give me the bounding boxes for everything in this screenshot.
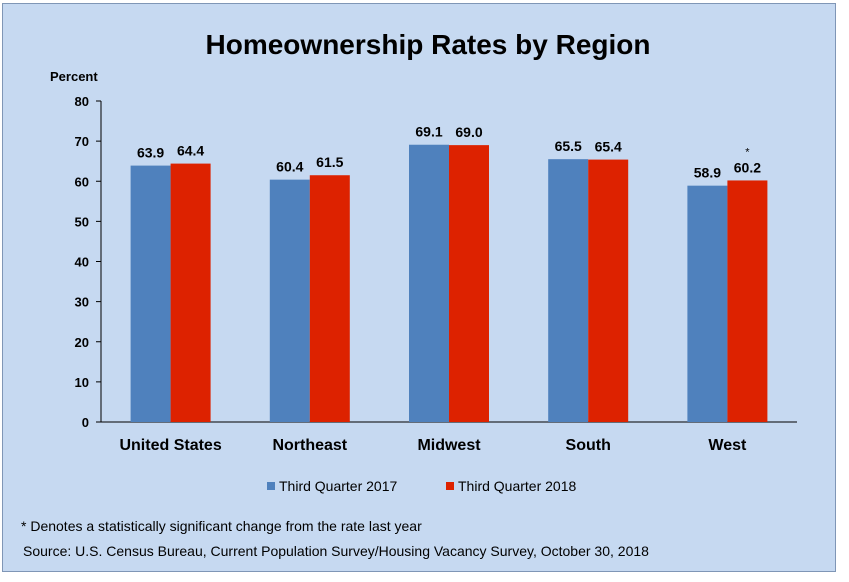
category-label: South — [566, 437, 611, 454]
bar — [269, 179, 310, 422]
y-tick-label: 80 — [75, 94, 89, 109]
bar — [687, 185, 728, 422]
data-label: 69.1 — [415, 124, 442, 140]
category-label: West — [708, 437, 747, 454]
bar-chart: Homeownership Rates by Region Percent 0 1… — [21, 29, 797, 559]
data-label: 60.2 — [734, 159, 761, 175]
data-label: 61.5 — [316, 154, 343, 170]
y-tick-label: 20 — [75, 335, 89, 350]
significance-marker: * — [745, 146, 750, 158]
y-axis-label: Percent — [50, 69, 98, 84]
category-label: Midwest — [417, 437, 481, 454]
legend-swatch — [446, 482, 454, 490]
data-label: 63.9 — [137, 145, 164, 161]
significance-note: * Denotes a statistically significant ch… — [21, 518, 422, 534]
data-label: 65.4 — [595, 139, 622, 155]
data-label: 69.0 — [455, 124, 482, 140]
bar — [588, 159, 629, 422]
chart-frame: Homeownership Rates by Region Percent 0 1… — [2, 3, 836, 572]
y-tick-label: 70 — [75, 134, 89, 149]
data-label: 65.5 — [555, 138, 582, 154]
category-label: Northeast — [272, 437, 347, 454]
bar — [548, 159, 589, 422]
chart-title: Homeownership Rates by Region — [206, 29, 651, 60]
y-tick-label: 10 — [75, 375, 89, 390]
y-tick-label: 50 — [75, 214, 89, 229]
legend: Third Quarter 2017 Third Quarter 2018 — [267, 478, 576, 494]
bar — [449, 145, 489, 422]
axes: 0 10 20 30 40 50 60 70 80 — [75, 94, 797, 430]
category-label: United States — [119, 437, 221, 454]
legend-label: Third Quarter 2017 — [279, 478, 397, 494]
bar — [309, 175, 350, 422]
bar — [170, 163, 211, 422]
data-label: 58.9 — [694, 165, 721, 181]
legend-swatch — [267, 482, 275, 490]
bar — [130, 165, 171, 422]
source-note: Source: U.S. Census Bureau, Current Popu… — [23, 543, 649, 559]
data-label: 64.4 — [177, 143, 204, 159]
legend-label: Third Quarter 2018 — [458, 478, 576, 494]
y-tick-label: 40 — [75, 255, 89, 270]
data-label: 60.4 — [276, 159, 303, 175]
bars: United States 63.9 64.4 Northeast 60.4 61.5 Mi… — [119, 124, 768, 454]
y-tick-label: 30 — [75, 295, 89, 310]
bar — [727, 180, 768, 422]
bar — [409, 144, 449, 422]
y-tick-label: 60 — [75, 174, 89, 189]
y-tick-label: 0 — [82, 415, 89, 430]
